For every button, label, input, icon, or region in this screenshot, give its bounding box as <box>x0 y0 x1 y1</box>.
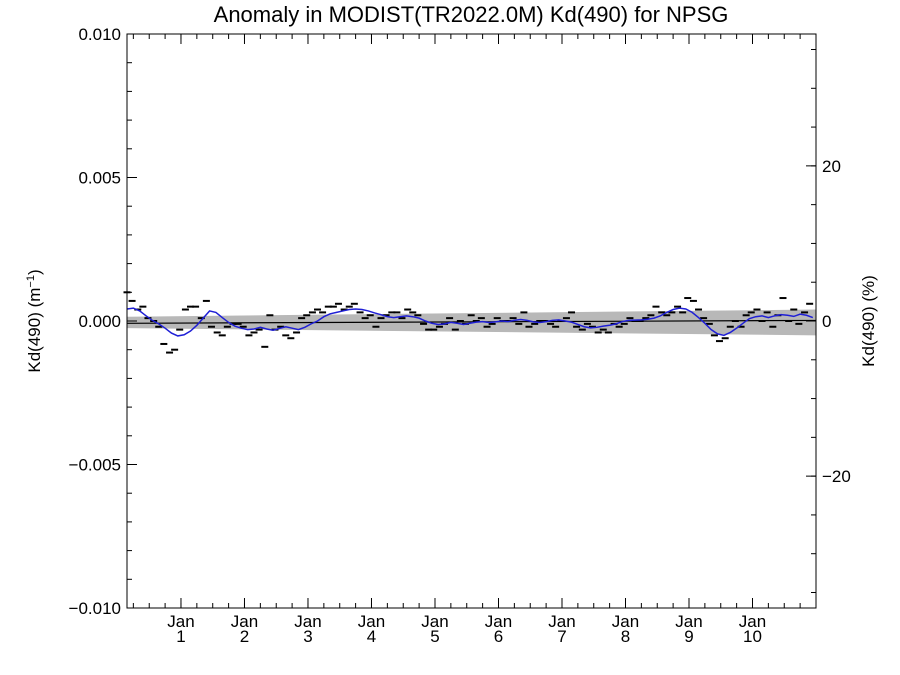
y-axis-label-right: Kd(490) (%) <box>859 275 878 367</box>
x-tick-label-month: Jan <box>739 612 766 631</box>
x-tick-label-year: 1 <box>176 627 185 646</box>
x-tick-label-month: Jan <box>675 612 702 631</box>
x-tick-label-month: Jan <box>167 612 194 631</box>
axes-layer: 0.0100.0050.000−0.005−0.010200−20Jan1Jan… <box>69 25 851 646</box>
y-tick-label-left: 0.005 <box>78 169 121 188</box>
chart-title: Anomaly in MODIST(TR2022.0M) Kd(490) for… <box>214 2 729 27</box>
x-tick-label-year: 10 <box>743 627 762 646</box>
smoothed-line-layer <box>126 307 814 337</box>
x-tick-label-month: Jan <box>294 612 321 631</box>
y-tick-label-left: 0.000 <box>78 312 121 331</box>
y-axis-label-left: Kd(490) (m−1) <box>25 269 44 372</box>
x-tick-label-year: 9 <box>684 627 693 646</box>
x-tick-label-month: Jan <box>548 612 575 631</box>
x-tick-label-year: 6 <box>494 627 503 646</box>
x-tick-label-month: Jan <box>358 612 385 631</box>
y-tick-label-right: −20 <box>822 467 851 486</box>
x-tick-label-month: Jan <box>612 612 639 631</box>
x-tick-label-year: 7 <box>557 627 566 646</box>
y-tick-label-left: 0.010 <box>78 25 121 44</box>
y-tick-label-left: −0.005 <box>69 456 121 475</box>
x-tick-label-month: Jan <box>485 612 512 631</box>
y-tick-label-left: −0.010 <box>69 599 121 618</box>
x-tick-label-month: Jan <box>421 612 448 631</box>
x-tick-label-year: 2 <box>240 627 249 646</box>
x-tick-label-year: 3 <box>303 627 312 646</box>
x-tick-label-year: 4 <box>367 627 376 646</box>
smoothed-line <box>126 307 814 337</box>
x-tick-label-year: 8 <box>621 627 630 646</box>
y-tick-label-right: 0 <box>822 312 831 331</box>
y-tick-label-right: 20 <box>822 157 841 176</box>
x-tick-label-year: 5 <box>430 627 439 646</box>
x-tick-label-month: Jan <box>231 612 258 631</box>
